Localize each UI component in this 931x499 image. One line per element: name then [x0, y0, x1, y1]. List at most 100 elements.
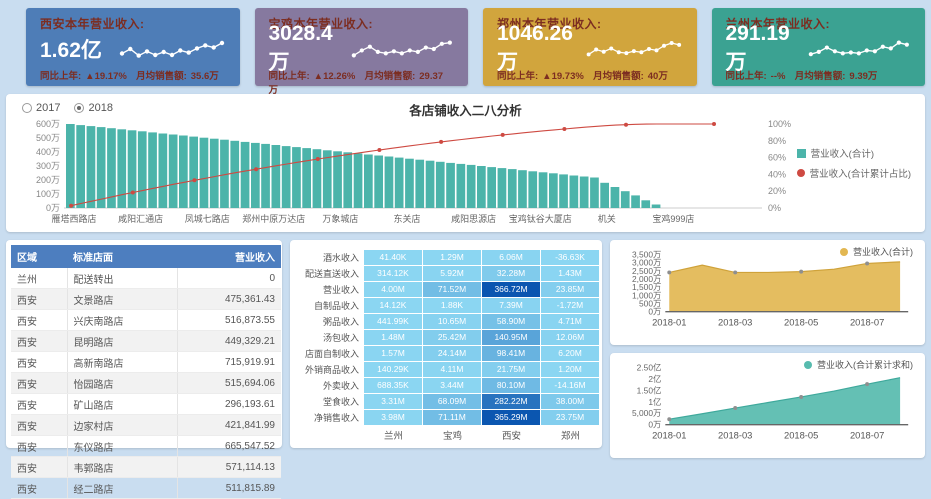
heatmap-cell[interactable]: 24.14M	[423, 346, 481, 361]
heatmap-row-label: 汤包收入	[322, 333, 359, 343]
heatmap-cell[interactable]: 140.95M	[482, 330, 540, 345]
heatmap-cell[interactable]: 23.75M	[541, 410, 599, 425]
pareto-chart[interactable]: 600万 500万 400万 300万 200万 100万 0万 100% 80% 60% 40% 2…	[14, 118, 929, 230]
area-series[interactable]	[667, 377, 901, 425]
pareto-cumulative-line[interactable]	[69, 122, 716, 208]
heatmap-cell[interactable]: 68.09M	[423, 394, 481, 409]
table-cell: 715,919.91	[177, 351, 281, 373]
table-row[interactable]: 西安 韦郭路店 571,114.13	[11, 456, 281, 478]
heatmap-cell[interactable]: 688.35K	[364, 378, 422, 393]
dashboard: 西安本年营业收入: 1.62亿 同比上年: ▲19.17% 月均销售额: 35.6万 宝鸡…	[6, 8, 929, 499]
column-header[interactable]: 区域	[11, 245, 67, 268]
kpi-card-xian[interactable]: 西安本年营业收入: 1.62亿 同比上年: ▲19.17% 月均销售额: 35.6万	[26, 8, 240, 86]
svg-text:60%: 60%	[768, 153, 786, 163]
heatmap-cell[interactable]: 21.75M	[482, 362, 540, 377]
table-cell: 511,815.89	[177, 477, 281, 499]
heatmap-cell[interactable]: 1.43M	[541, 266, 599, 281]
legend-dot-teal	[804, 360, 812, 369]
heatmap-cell[interactable]: 58.90M	[482, 314, 540, 329]
monthly-revenue-chart[interactable]: 3,500万3,000万2,500万2,000万1,500万1,000万500万…	[612, 242, 923, 338]
heatmap-cell[interactable]: 1.57M	[364, 346, 422, 361]
table-row[interactable]: 西安 东仪路店 665,547.52	[11, 435, 281, 457]
table-row[interactable]: 西安 高新南路店 715,919.91	[11, 351, 281, 373]
heatmap-cell[interactable]: 10.65M	[423, 314, 481, 329]
year-radio-2018[interactable]: 2018	[74, 102, 113, 114]
heatmap-cell[interactable]: -1.72M	[541, 298, 599, 313]
pareto-legend: 营业收入(合计) 营业收入(合计累计占比)	[796, 146, 911, 186]
heatmap-cell[interactable]: 366.72M	[482, 282, 540, 297]
heatmap-cell[interactable]: 98.41M	[482, 346, 540, 361]
heatmap-cell[interactable]: 32.28M	[482, 266, 540, 281]
heatmap-cell[interactable]: 3.44M	[423, 378, 481, 393]
svg-text:500万: 500万	[639, 298, 661, 308]
svg-text:1,500万: 1,500万	[632, 282, 661, 292]
kpi-card-lanzhou[interactable]: 兰州本年营业收入: 291.19万 同比上年: --% 月均销售额: 9.39万	[711, 8, 925, 86]
heatmap-cell[interactable]: 71.52M	[423, 282, 481, 297]
heatmap-cell[interactable]: 314.12K	[364, 266, 422, 281]
heatmap-cell[interactable]: 25.42M	[423, 330, 481, 345]
svg-text:1亿: 1亿	[648, 397, 661, 407]
heatmap-cell[interactable]: 1.88K	[423, 298, 481, 313]
heatmap-cell[interactable]: 23.85M	[541, 282, 599, 297]
heatmap-cell[interactable]: 80.10M	[482, 378, 540, 393]
heatmap-cell[interactable]: 140.29K	[364, 362, 422, 377]
heatmap-cell[interactable]: 1.29M	[423, 250, 481, 265]
heatmap-cell[interactable]: 7.39M	[482, 298, 540, 313]
radio-label: 2018	[88, 102, 113, 114]
heatmap-cell[interactable]: 41.40K	[364, 250, 422, 265]
table-row[interactable]: 兰州 配送转出 0	[11, 268, 281, 289]
radio-selected-icon[interactable]	[74, 103, 85, 113]
heatmap-cell[interactable]: 6.06M	[482, 250, 540, 265]
table-row[interactable]: 西安 昆明路店 449,329.21	[11, 330, 281, 352]
kpi-sparkline	[119, 40, 224, 58]
svg-text:1.50亿: 1.50亿	[637, 385, 662, 395]
heatmap-cell[interactable]: 4.00M	[364, 282, 422, 297]
column-header[interactable]: 标准店面	[67, 245, 177, 268]
heatmap-cell[interactable]: 12.06M	[541, 330, 599, 345]
heatmap-cell[interactable]: 365.29M	[482, 410, 540, 425]
heatmap-cell[interactable]: -36.63K	[541, 250, 599, 265]
heatmap-cell[interactable]: 71.11M	[423, 410, 481, 425]
table-cell: 昆明路店	[67, 330, 178, 352]
heatmap-cell[interactable]: 3.31M	[364, 394, 422, 409]
heatmap-cell[interactable]: 4.11M	[423, 362, 481, 377]
heatmap-cell[interactable]: 441.99K	[364, 314, 422, 329]
svg-text:0万: 0万	[46, 203, 60, 213]
heatmap-cell[interactable]: 4.71M	[541, 314, 599, 329]
table-row[interactable]: 西安 兴庆南路店 516,873.55	[11, 309, 281, 331]
heatmap-cell[interactable]: 38.00M	[541, 394, 599, 409]
svg-text:机关: 机关	[598, 213, 616, 224]
heatmap-cell[interactable]: 1.48M	[364, 330, 422, 345]
kpi-card-zhengzhou[interactable]: 郑州本年营业收入: 1046.26万 同比上年: ▲19.73% 月均销售额: 40万	[483, 8, 697, 86]
heatmap-cell[interactable]: 282.22M	[482, 394, 540, 409]
column-header[interactable]: 营业收入	[177, 245, 281, 268]
svg-text:2018-07: 2018-07	[850, 431, 884, 441]
table-cell: 西安	[11, 477, 68, 499]
table-row[interactable]: 西安 经二路店 511,815.89	[11, 477, 281, 499]
heatmap-cell[interactable]: 6.20M	[541, 346, 599, 361]
heatmap-cell[interactable]: -14.16M	[541, 378, 599, 393]
table-row[interactable]: 西安 文景路店 475,361.43	[11, 288, 281, 310]
pareto-bars[interactable]	[66, 124, 661, 208]
heatmap-cell[interactable]: 1.20M	[541, 362, 599, 377]
kpi-avg-value: 40万	[647, 71, 668, 82]
radio-unselected-icon[interactable]	[22, 103, 32, 113]
table-cell: 西安	[11, 393, 68, 415]
heatmap-column-labels: 兰州 宝鸡 西安 郑州	[292, 428, 600, 442]
table-row[interactable]: 西安 边家村店 421,841.99	[11, 414, 281, 436]
svg-text:0%: 0%	[768, 203, 781, 213]
heatmap-cell[interactable]: 3.98M	[364, 410, 422, 425]
kpi-avg-label: 月均销售额:	[587, 71, 644, 82]
cumulative-revenue-panel: 营业收入(合计累计求和) 2.50亿 2亿 1.50亿 1亿 5,000万 0万 2018-…	[610, 353, 925, 458]
kpi-yoy-value: ▲12.26%	[313, 71, 356, 82]
table-cell: 兴庆南路店	[67, 309, 178, 331]
table-row[interactable]: 西安 矿山路店 296,193.61	[11, 393, 281, 415]
heatmap-cell[interactable]: 5.92M	[423, 266, 481, 281]
kpi-card-baoji[interactable]: 宝鸡本年营业收入: 3028.4万 同比上年: ▲12.26% 月均销售额: 29.37…	[254, 8, 468, 96]
svg-text:3,000万: 3,000万	[632, 258, 661, 268]
heatmap-cell[interactable]: 14.12K	[364, 298, 422, 313]
table-row[interactable]: 西安 怡园路店 515,694.06	[11, 372, 281, 394]
year-radio-2017[interactable]: 2017	[22, 102, 60, 114]
area-series[interactable]	[667, 261, 901, 312]
